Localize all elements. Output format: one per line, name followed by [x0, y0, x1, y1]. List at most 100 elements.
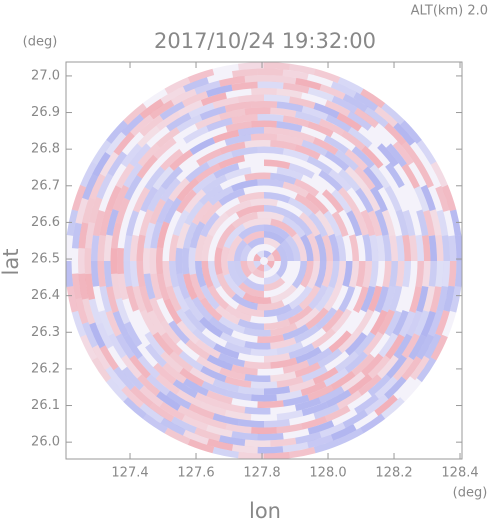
radar-cell: [234, 239, 248, 261]
radar-cell: [218, 188, 246, 206]
radar-cell: [352, 286, 369, 314]
radar-cell: [142, 413, 168, 434]
radar-cell: [247, 237, 264, 249]
radar-cell: [454, 235, 462, 261]
radar-cell: [156, 391, 181, 411]
radar-cell: [223, 273, 246, 299]
radar-cell: [401, 141, 422, 166]
radar-cell: [323, 135, 349, 155]
radar-cell: [182, 247, 190, 275]
radar-cell: [183, 125, 209, 144]
radar-cell: [80, 334, 98, 361]
radar-cell: [291, 261, 307, 289]
radar-cell: [363, 331, 384, 356]
radar-cell: [341, 130, 366, 151]
radar-cell: [92, 210, 105, 237]
radar-cell: [200, 92, 227, 107]
radar-cell: [382, 234, 392, 261]
radar-cell: [159, 101, 185, 121]
radar-cell: [123, 261, 133, 287]
radar-cell: [125, 285, 140, 312]
y-tick-label: 27.0: [31, 68, 60, 83]
radar-cell: [377, 143, 399, 167]
radar-cell: [264, 127, 291, 136]
radar-cell: [132, 187, 151, 213]
radar-cell: [341, 371, 366, 392]
radar-cell: [92, 152, 111, 178]
radar-cell: [344, 166, 368, 190]
radar-cell: [328, 330, 352, 353]
radar-cell: [334, 351, 359, 373]
radar-cell: [416, 357, 437, 383]
radar-cell: [199, 401, 227, 417]
radar-cell: [294, 144, 321, 160]
radar-cell: [92, 344, 111, 370]
radar-cell: [244, 439, 271, 447]
radar-cell: [313, 438, 341, 454]
radar-cell: [377, 355, 399, 379]
radar-cell: [212, 413, 239, 426]
radar-cell: [257, 179, 285, 188]
radar-cell: [237, 94, 264, 103]
radar-cell: [179, 367, 205, 387]
x-tick-label: 128.4: [441, 466, 478, 481]
radar-cell: [168, 320, 190, 345]
radar-cell: [270, 140, 297, 151]
radar-cell: [282, 394, 310, 407]
radar-cell: [370, 186, 388, 213]
radar-cell: [276, 341, 304, 356]
radar-cell: [106, 378, 128, 402]
radar-cell: [219, 108, 246, 121]
radar-cell: [276, 409, 304, 421]
radar-cell: [374, 376, 398, 399]
radar-cell: [374, 394, 398, 416]
radar-cell: [238, 451, 264, 459]
radar-cell: [91, 235, 100, 261]
radar-cell: [323, 367, 349, 387]
radar-cell: [221, 246, 230, 276]
radar-cell: [236, 303, 264, 317]
radar-cell: [335, 234, 346, 261]
radar-cell: [137, 125, 161, 148]
radar-cell: [250, 100, 278, 109]
radar-cell: [225, 389, 252, 401]
radar-cell: [115, 197, 131, 224]
radar-cell: [137, 143, 161, 167]
radar-cell: [257, 81, 284, 90]
radar-cell: [315, 307, 338, 331]
radar-cell: [108, 333, 127, 359]
radar-cell: [305, 192, 329, 215]
radar-cell: [294, 362, 321, 378]
radar-cell: [242, 231, 264, 245]
radar-cell: [183, 273, 198, 301]
radar-cell: [223, 223, 246, 249]
radar-cell: [251, 87, 277, 95]
radar-cell: [231, 81, 258, 91]
radar-cell: [395, 209, 409, 236]
radar-cell: [175, 247, 183, 275]
radar-cell: [346, 210, 363, 237]
radar-cell: [308, 284, 328, 310]
radar-cell: [208, 316, 234, 337]
radar-cell: [71, 273, 82, 300]
radar-cell: [367, 285, 383, 312]
y-tick-label: 26.9: [31, 105, 60, 120]
radar-cell: [402, 234, 411, 261]
radar-cell: [165, 285, 182, 312]
radar-cell: [189, 221, 206, 249]
radar-cell: [264, 224, 290, 240]
radar-cell: [264, 277, 286, 291]
radar-cell: [212, 129, 240, 144]
radar-cell: [301, 139, 328, 157]
radar-cell: [183, 221, 198, 249]
radar-cell: [206, 390, 233, 405]
radar-cell: [185, 339, 210, 361]
radar-cell: [227, 261, 243, 287]
radar-cell: [212, 378, 240, 393]
radar-cell: [188, 247, 197, 275]
radar-cell: [251, 427, 277, 434]
radar-cell: [191, 200, 213, 226]
radar-cell: [207, 212, 230, 237]
radar-cell: [171, 88, 197, 106]
radar-cell: [288, 343, 315, 360]
